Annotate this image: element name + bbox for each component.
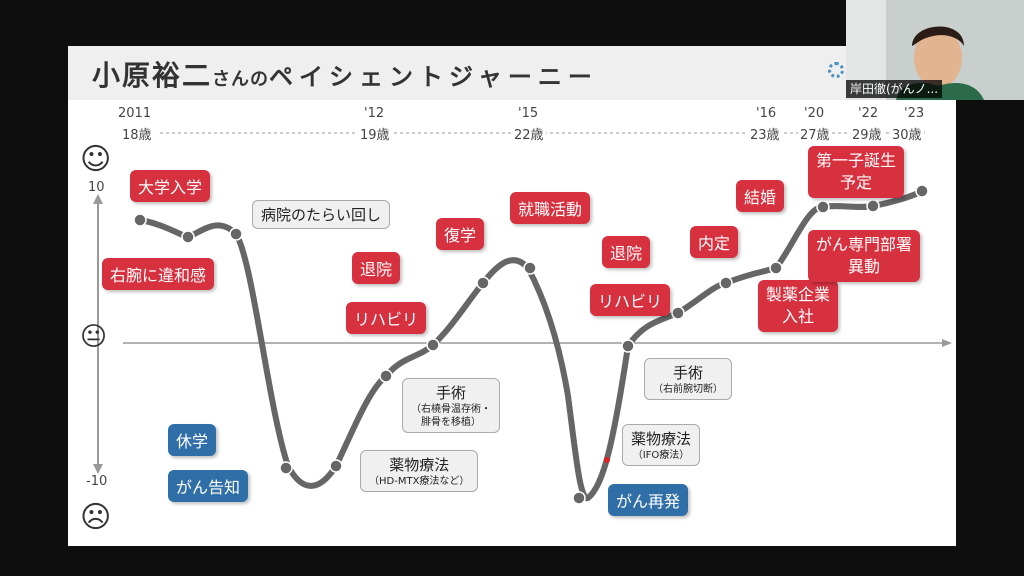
point-riha2 xyxy=(671,306,685,320)
event-yakubutsu-1-sub: （HD-MTX療法など） xyxy=(369,476,470,487)
event-shujutsu-1: 手術 （右橈骨温存術・ 腓骨を移植） xyxy=(402,378,500,433)
event-shujutsu-2: 手術 （右前腕切断） xyxy=(644,358,732,400)
event-kyugaku: 休学 xyxy=(168,424,217,456)
title-no: の xyxy=(250,69,270,90)
event-seiyaku-nyusha: 製薬企業 入社 xyxy=(758,280,839,332)
event-shujutsu-2-title: 手術 xyxy=(672,364,703,382)
sad-face-icon: ☹ xyxy=(80,500,112,535)
event-shujutsu-1-sub1: （右橈骨温存術・ xyxy=(411,404,491,415)
cursor-dot xyxy=(604,457,610,463)
age-29: 29歳 xyxy=(850,124,884,143)
event-rihabiri-2: リハビリ xyxy=(590,284,671,316)
event-idou-line2: 異動 xyxy=(848,257,881,276)
year-15: '15 xyxy=(518,106,539,121)
event-yakubutsu-2-sub: （IFO療法） xyxy=(632,450,690,461)
age-27: 27歳 xyxy=(798,124,832,143)
axis-bottom-label: -10 xyxy=(86,474,108,489)
y-axis-arrow-down xyxy=(93,464,103,474)
year-16: '16 xyxy=(756,106,777,121)
y-axis-arrow-up xyxy=(93,194,103,204)
year-20: '20 xyxy=(804,106,825,121)
event-byoin-taraimawashi: 病院のたらい回し xyxy=(252,200,391,229)
age-19: 19歳 xyxy=(358,124,392,143)
zoom-watermark: zoom xyxy=(822,500,945,549)
point-kekkon xyxy=(816,200,830,214)
title-name: 小原裕二 xyxy=(92,59,213,92)
point-yakubutsu1 xyxy=(329,459,343,473)
point-byoin xyxy=(229,227,243,241)
point-shushoku xyxy=(523,261,537,275)
event-shushoku-katsudo: 就職活動 xyxy=(510,192,591,224)
title-band: 小原裕二さんのペイシェントジャーニー xyxy=(68,46,956,100)
point-fukugaku xyxy=(476,276,490,290)
neutral-face-icon: 😐 xyxy=(80,322,108,352)
event-gan-senmon-idou: がん専門部署 異動 xyxy=(808,230,921,282)
event-fukugaku: 復学 xyxy=(436,218,485,250)
event-daiisshi-line2: 予定 xyxy=(840,173,873,192)
point-uwan xyxy=(181,230,195,244)
point-kokuchi xyxy=(279,461,293,475)
slide: 小原裕二さんのペイシェントジャーニー xyxy=(68,46,956,546)
title-san: さん xyxy=(212,69,251,90)
event-seiyaku-line1: 製薬企業 xyxy=(766,285,831,304)
x-axis-arrow xyxy=(942,339,952,347)
event-daigaku-nyugaku: 大学入学 xyxy=(130,170,211,202)
age-18: 18歳 xyxy=(120,124,154,143)
event-naitei: 内定 xyxy=(690,226,739,258)
point-daiisshi xyxy=(915,184,929,198)
journey-line xyxy=(137,188,925,501)
happy-face-icon: ☺ xyxy=(80,142,112,177)
event-gan-kokuchi: がん告知 xyxy=(168,470,249,502)
journey-points xyxy=(133,184,929,505)
event-yakubutsu-1: 薬物療法 （HD-MTX療法など） xyxy=(360,450,479,492)
year-22: '22 xyxy=(858,106,879,121)
year-23: '23 xyxy=(904,106,925,121)
title-rest: ペイシェントジャーニー xyxy=(269,63,598,91)
point-riha1 xyxy=(426,338,440,352)
point-nyusha xyxy=(769,261,783,275)
event-yakubutsu-2-title: 薬物療法 xyxy=(631,430,692,448)
point-naitei xyxy=(719,276,733,290)
event-taiin-1: 退院 xyxy=(352,252,401,284)
event-daiisshi: 第一子誕生 予定 xyxy=(808,146,905,198)
event-yakubutsu-1-title: 薬物療法 xyxy=(389,456,450,474)
age-23: 23歳 xyxy=(748,124,782,143)
event-daiisshi-line1: 第一子誕生 xyxy=(816,151,897,170)
event-seiyaku-line2: 入社 xyxy=(782,307,815,326)
slide-title: 小原裕二さんのペイシェントジャーニー xyxy=(92,54,598,94)
age-22: 22歳 xyxy=(512,124,546,143)
point-idou xyxy=(866,199,880,213)
organization-logo-icon xyxy=(828,62,844,78)
point-daigaku xyxy=(133,213,147,227)
event-yakubutsu-2: 薬物療法 （IFO療法） xyxy=(622,424,701,466)
event-shujutsu-1-title: 手術 xyxy=(435,384,466,402)
journey-chart xyxy=(93,132,952,505)
year-2011: 2011 xyxy=(118,106,152,121)
event-uwan-iwakan: 右腕に違和感 xyxy=(102,258,215,290)
event-idou-line1: がん専門部署 xyxy=(816,235,913,254)
event-kekkon: 結婚 xyxy=(736,180,785,212)
participant-name: 岸田徹(がんノ... xyxy=(846,80,942,98)
point-shujutsu1 xyxy=(379,369,393,383)
point-saihatsu xyxy=(572,491,586,505)
event-rihabiri-1: リハビリ xyxy=(346,302,427,334)
event-shujutsu-1-sub2: 腓骨を移植） xyxy=(421,417,481,428)
event-gan-saihatsu: がん再発 xyxy=(608,484,689,516)
event-shujutsu-2-sub: （右前腕切断） xyxy=(653,384,723,395)
age-30: 30歳 xyxy=(890,124,924,143)
year-12: '12 xyxy=(364,106,385,121)
axis-top-label: 10 xyxy=(88,180,105,195)
event-taiin-2: 退院 xyxy=(602,236,651,268)
point-shujutsu2 xyxy=(621,339,635,353)
